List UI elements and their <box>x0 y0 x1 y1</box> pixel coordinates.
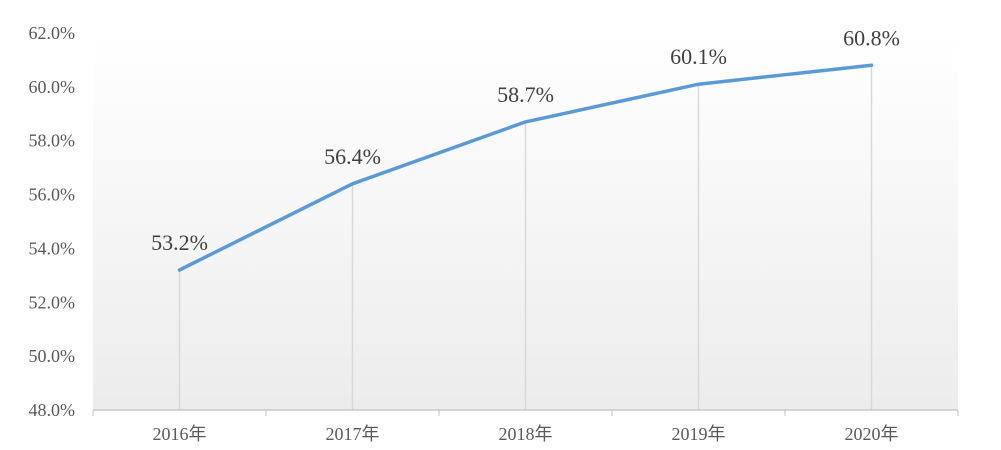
x-axis-tick-labels: 2016年 2017年 2018年 2019年 2020年 <box>153 424 899 444</box>
data-label: 53.2% <box>151 230 208 255</box>
x-tick-label: 2020年 <box>845 424 899 444</box>
data-labels: 53.2% 56.4% 58.7% 60.1% 60.8% <box>151 25 900 255</box>
x-tick-label: 2019年 <box>672 424 726 444</box>
data-label: 56.4% <box>324 144 381 169</box>
x-tick-label: 2016年 <box>153 424 207 444</box>
y-tick-label: 52.0% <box>29 292 76 312</box>
y-tick-label: 58.0% <box>29 131 76 151</box>
y-tick-label: 62.0% <box>29 23 76 43</box>
data-label: 60.1% <box>670 44 727 69</box>
data-label: 60.8% <box>843 25 900 50</box>
y-tick-label: 48.0% <box>29 400 76 420</box>
y-tick-label: 56.0% <box>29 185 76 205</box>
data-label: 58.7% <box>497 82 554 107</box>
series-line <box>177 63 874 272</box>
x-axis-ticks <box>92 410 959 416</box>
y-tick-label: 60.0% <box>29 77 76 97</box>
y-axis-tick-labels: 48.0% 50.0% 52.0% 54.0% 56.0% 58.0% 60.0% 62.0% <box>29 23 76 420</box>
x-tick-label: 2017年 <box>326 424 380 444</box>
x-tick-label: 2018年 <box>499 424 553 444</box>
y-tick-label: 50.0% <box>29 346 76 366</box>
y-tick-label: 54.0% <box>29 238 76 258</box>
drop-lines <box>178 65 873 410</box>
